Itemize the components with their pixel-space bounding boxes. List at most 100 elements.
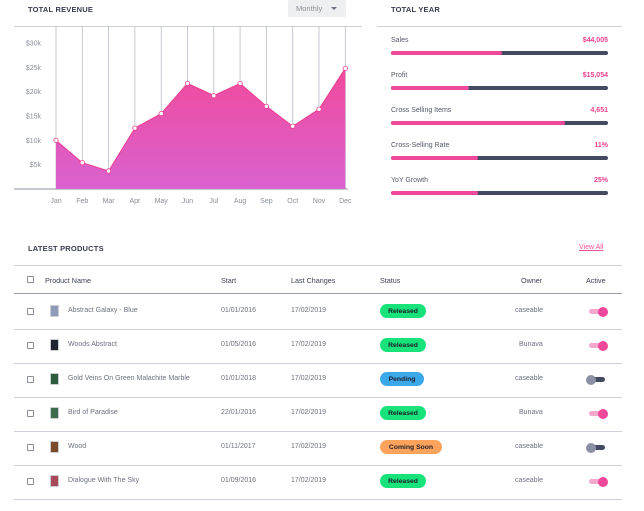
view-all-link[interactable]: View All [579,244,603,251]
row-checkbox[interactable] [27,444,34,451]
metric-label: Cross Selling Items [391,107,451,114]
owner: Bunava [519,341,543,348]
chart-x-tick-label: Sep [260,198,273,205]
start-date: 01/09/2016 [221,477,256,484]
chart-point [54,138,58,142]
product-name[interactable]: Bird of Paradise [68,409,118,416]
table-row[interactable]: Bird of Paradise 22/01/2016 17/02/2019 R… [14,397,622,431]
toggle-knob [598,307,608,317]
chart-y-tick-label: $25k [26,65,42,72]
toggle-knob [598,477,608,487]
chart-point [159,111,163,115]
row-checkbox[interactable] [27,376,34,383]
table-row[interactable]: Wood 01/11/2017 17/02/2019 Coming Soon c… [14,431,622,465]
chart-y-tick-label: $10k [26,138,42,145]
chart-x-tick-label: May [155,198,169,205]
chart-point [317,107,321,111]
product-name[interactable]: Gold Veins On Green Malachite Marble [68,375,190,382]
column-header-active[interactable]: Active [586,276,606,285]
last-changes-date: 17/02/2019 [291,409,326,416]
active-toggle[interactable] [589,411,605,416]
chart-point [264,104,268,108]
active-toggle[interactable] [589,479,605,484]
revenue-chart: $30k$25k$20k$15k$10k$5k Jan Feb Mar Apr May J… [0,20,362,210]
column-header-status[interactable]: Status [380,276,400,285]
metric-label: YoY Growth [391,177,428,184]
toggle-knob [598,409,608,419]
column-header-start[interactable]: Start [221,276,236,285]
product-thumbnail [50,441,59,453]
table-row[interactable]: Dialogue With The Sky 01/09/2016 17/02/2… [14,465,622,499]
metric-progress-fill [391,51,502,55]
chart-x-tick-label: Jun [182,198,193,205]
period-dropdown[interactable]: Monthly [288,0,346,17]
last-changes-date: 17/02/2019 [291,341,326,348]
table-row[interactable]: Gold Veins On Green Malachite Marble 01/… [14,363,622,397]
last-changes-date: 17/02/2019 [291,443,326,450]
row-checkbox[interactable] [27,410,34,417]
toggle-knob [598,341,608,351]
row-checkbox[interactable] [27,478,34,485]
chart-x-tick-label: Oct [287,198,298,205]
active-toggle[interactable] [589,377,605,382]
toggle-knob [586,375,596,385]
status-badge: Released [380,474,426,488]
metric-value: $15,054 [583,72,608,79]
chart-y-tick-label: $20k [26,89,42,96]
chart-area-layer [56,68,345,189]
product-thumbnail [50,305,59,317]
chart-x-tick-label: Aug [234,198,247,205]
start-date: 01/01/2016 [221,307,256,314]
period-dropdown-value: Monthly [296,4,322,13]
product-name[interactable]: Dialogue With The Sky [68,477,139,484]
metric-value: $44,005 [583,37,608,44]
metric-progress-bar [391,191,608,195]
chart-x-tick-label: Jul [209,198,218,205]
status-badge: Released [380,338,426,352]
metric-label: Profit [391,72,407,79]
owner: caseable [515,443,543,450]
chart-point [238,81,242,85]
total-year-title: TOTAL YEAR [391,5,440,14]
revenue-title: TOTAL REVENUE [28,5,93,14]
metric-progress-bar [391,121,608,125]
chart-point [106,169,110,173]
owner: caseable [515,375,543,382]
select-all-checkbox[interactable] [27,276,34,283]
column-header-product-name[interactable]: Product Name [45,276,91,285]
chart-x-tick-label: Mar [103,198,116,205]
product-name[interactable]: Wood [68,443,86,450]
start-date: 01/05/2016 [221,341,256,348]
product-thumbnail [50,475,59,487]
row-divider [14,499,622,500]
column-header-last-changes[interactable]: Last Changes [291,276,335,285]
status-badge: Released [380,406,426,420]
last-changes-date: 17/02/2019 [291,307,326,314]
products-title: LATEST PRODUCTS [28,244,104,253]
active-toggle[interactable] [589,445,605,450]
chart-x-ticks: Jan Feb Mar Apr May Jun Jul Aug Sep Oct Nov Dec [50,198,352,205]
row-checkbox[interactable] [27,342,34,349]
table-row[interactable]: Woods Abstract 01/05/2016 17/02/2019 Rel… [14,329,622,363]
toggle-knob [586,443,596,453]
active-toggle[interactable] [589,343,605,348]
last-changes-date: 17/02/2019 [291,375,326,382]
chart-x-tick-label: Jan [50,198,61,205]
column-header-owner[interactable]: Owner [521,276,542,285]
metric-value: 25% [594,177,608,184]
metric-label: Sales [391,37,409,44]
active-toggle[interactable] [589,309,605,314]
product-thumbnail [50,407,59,419]
product-name[interactable]: Abstract Galaxy - Blue [68,307,138,314]
products-top-divider [14,265,622,266]
chart-area [56,68,345,189]
chart-point [291,124,295,128]
chart-x-tick-label: Nov [313,198,326,205]
chart-x-tick-label: Apr [129,198,141,205]
status-badge: Released [380,304,426,318]
table-row[interactable]: Abstract Galaxy - Blue 01/01/2016 17/02/… [14,295,622,329]
chart-point [133,126,137,130]
row-checkbox[interactable] [27,308,34,315]
total-year-divider [377,26,622,27]
product-name[interactable]: Woods Abstract [68,341,117,348]
